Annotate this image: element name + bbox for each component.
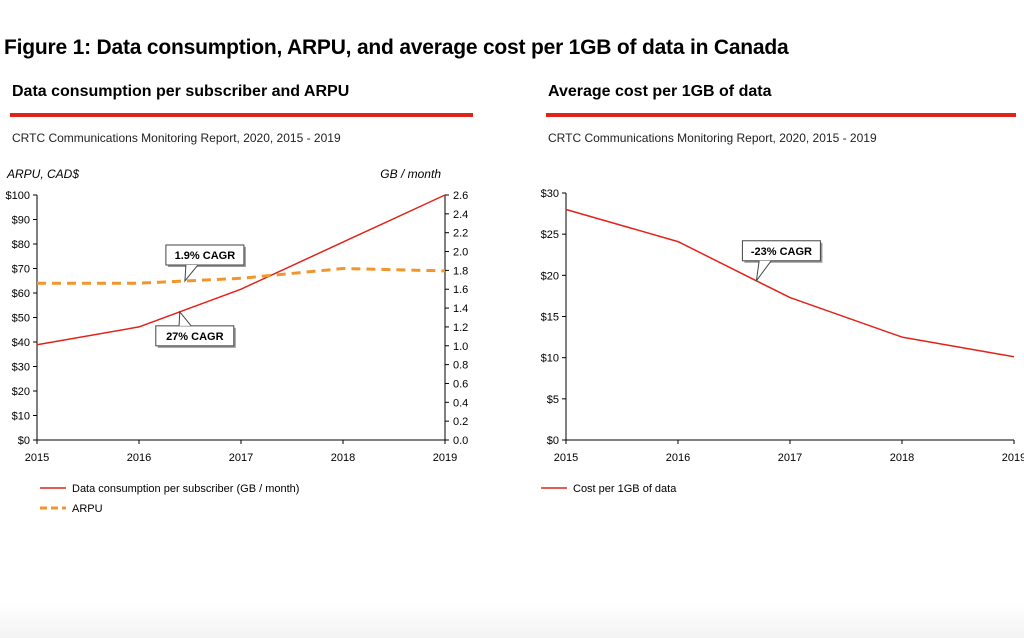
left-y-tick-label: $0 (547, 435, 559, 447)
x-tick-label: 2019 (433, 452, 457, 464)
right-y-tick-label: 0.2 (453, 416, 468, 428)
right-y-tick-label: 0.4 (453, 397, 468, 409)
x-tick-label: 2018 (331, 452, 355, 464)
figure-title: Figure 1: Data consumption, ARPU, and av… (4, 36, 789, 59)
left-y-tick-label: $60 (12, 288, 30, 300)
x-tick-label: 2019 (1002, 452, 1024, 464)
annotation-label: -23% CAGR (751, 246, 812, 258)
left-panel-source: CRTC Communications Monitoring Report, 2… (12, 131, 341, 145)
right-y-tick-label: 1.6 (453, 284, 468, 296)
left-y-tick-label: $30 (12, 362, 30, 374)
left-chart: $0 $10 $20 $30 $40 $50 $60 $70 $80 $90 $100 ARPU, C… (6, 167, 469, 515)
right-y-tick-label: 0.6 (453, 378, 468, 390)
left-y-tick-label: $5 (547, 394, 559, 406)
x-tick-label: 2016 (127, 452, 151, 464)
left-y-tick-label: $15 (541, 312, 559, 324)
left-y-tick-label: $80 (12, 239, 30, 251)
x-tick-label: 2015 (554, 452, 578, 464)
left-y-tick-label: $40 (12, 337, 30, 349)
left-y-tick-label: $50 (12, 313, 30, 325)
right-panel-title: Average cost per 1GB of data (548, 83, 772, 100)
right-y-tick-label: 1.2 (453, 322, 468, 334)
annotation-pointer (184, 264, 199, 283)
annotation-label: 1.9% CAGR (175, 250, 236, 262)
left-y-tick-label: $70 (12, 264, 30, 276)
right-y-tick-label: 0.0 (453, 435, 468, 447)
right-y-tick-label: 2.4 (453, 209, 468, 221)
right-y-tick-label: 1.8 (453, 265, 468, 277)
right-y-tick-label: 1.0 (453, 341, 468, 353)
right-y-tick-label: 1.4 (453, 303, 468, 315)
right-panel-rule (546, 113, 1016, 117)
x-tick-label: 2016 (666, 452, 690, 464)
legend-label-arpu: ARPU (72, 503, 103, 515)
left-y-tick-label: $100 (6, 190, 30, 202)
series-line-data-consumption-per-subscriber-gb-month (36, 194, 446, 346)
right-y-axis-label: GB / month (380, 167, 441, 181)
annotation-box (155, 325, 235, 347)
left-y-tick-label: $90 (12, 215, 30, 227)
left-y-axis-label: ARPU, CAD$ (6, 167, 79, 181)
x-tick-label: 2018 (890, 452, 914, 464)
left-panel-title: Data consumption per subscriber and ARPU (12, 83, 350, 100)
left-y-tick-label: $10 (12, 411, 30, 423)
annotation-box (165, 244, 245, 266)
left-y-tick-label: $20 (12, 386, 30, 398)
left-y-tick-label: $10 (541, 353, 559, 365)
legend-label-cost-per-1gb-of-data: Cost per 1GB of data (573, 483, 677, 495)
series-line-cost-per-1gb-of-data (565, 208, 1015, 358)
left-y-tick-label: $25 (541, 229, 559, 241)
left-y-tick-label: $0 (18, 435, 30, 447)
right-y-tick-label: 2.6 (453, 190, 468, 202)
series-line-arpu (37, 267, 446, 285)
annotation-box (741, 240, 821, 262)
x-tick-label: 2017 (778, 452, 802, 464)
annotation-label: 27% CAGR (166, 331, 224, 343)
right-y-tick-label: 0.8 (453, 360, 468, 372)
left-y-tick-label: $20 (541, 270, 559, 282)
right-y-tick-label: 2.0 (453, 247, 468, 259)
bottom-fade (0, 602, 1024, 638)
x-tick-label: 2015 (25, 452, 49, 464)
annotation-pointer (178, 310, 192, 327)
x-tick-label: 2017 (229, 452, 253, 464)
left-panel-rule (10, 113, 473, 117)
annotation-pointer (755, 260, 772, 282)
right-panel-source: CRTC Communications Monitoring Report, 2… (548, 131, 877, 145)
legend-label-data-consumption-per-subscriber-gb-month: Data consumption per subscriber (GB / mo… (72, 483, 299, 495)
right-y-tick-label: 2.2 (453, 228, 468, 240)
left-y-tick-label: $30 (541, 188, 559, 200)
